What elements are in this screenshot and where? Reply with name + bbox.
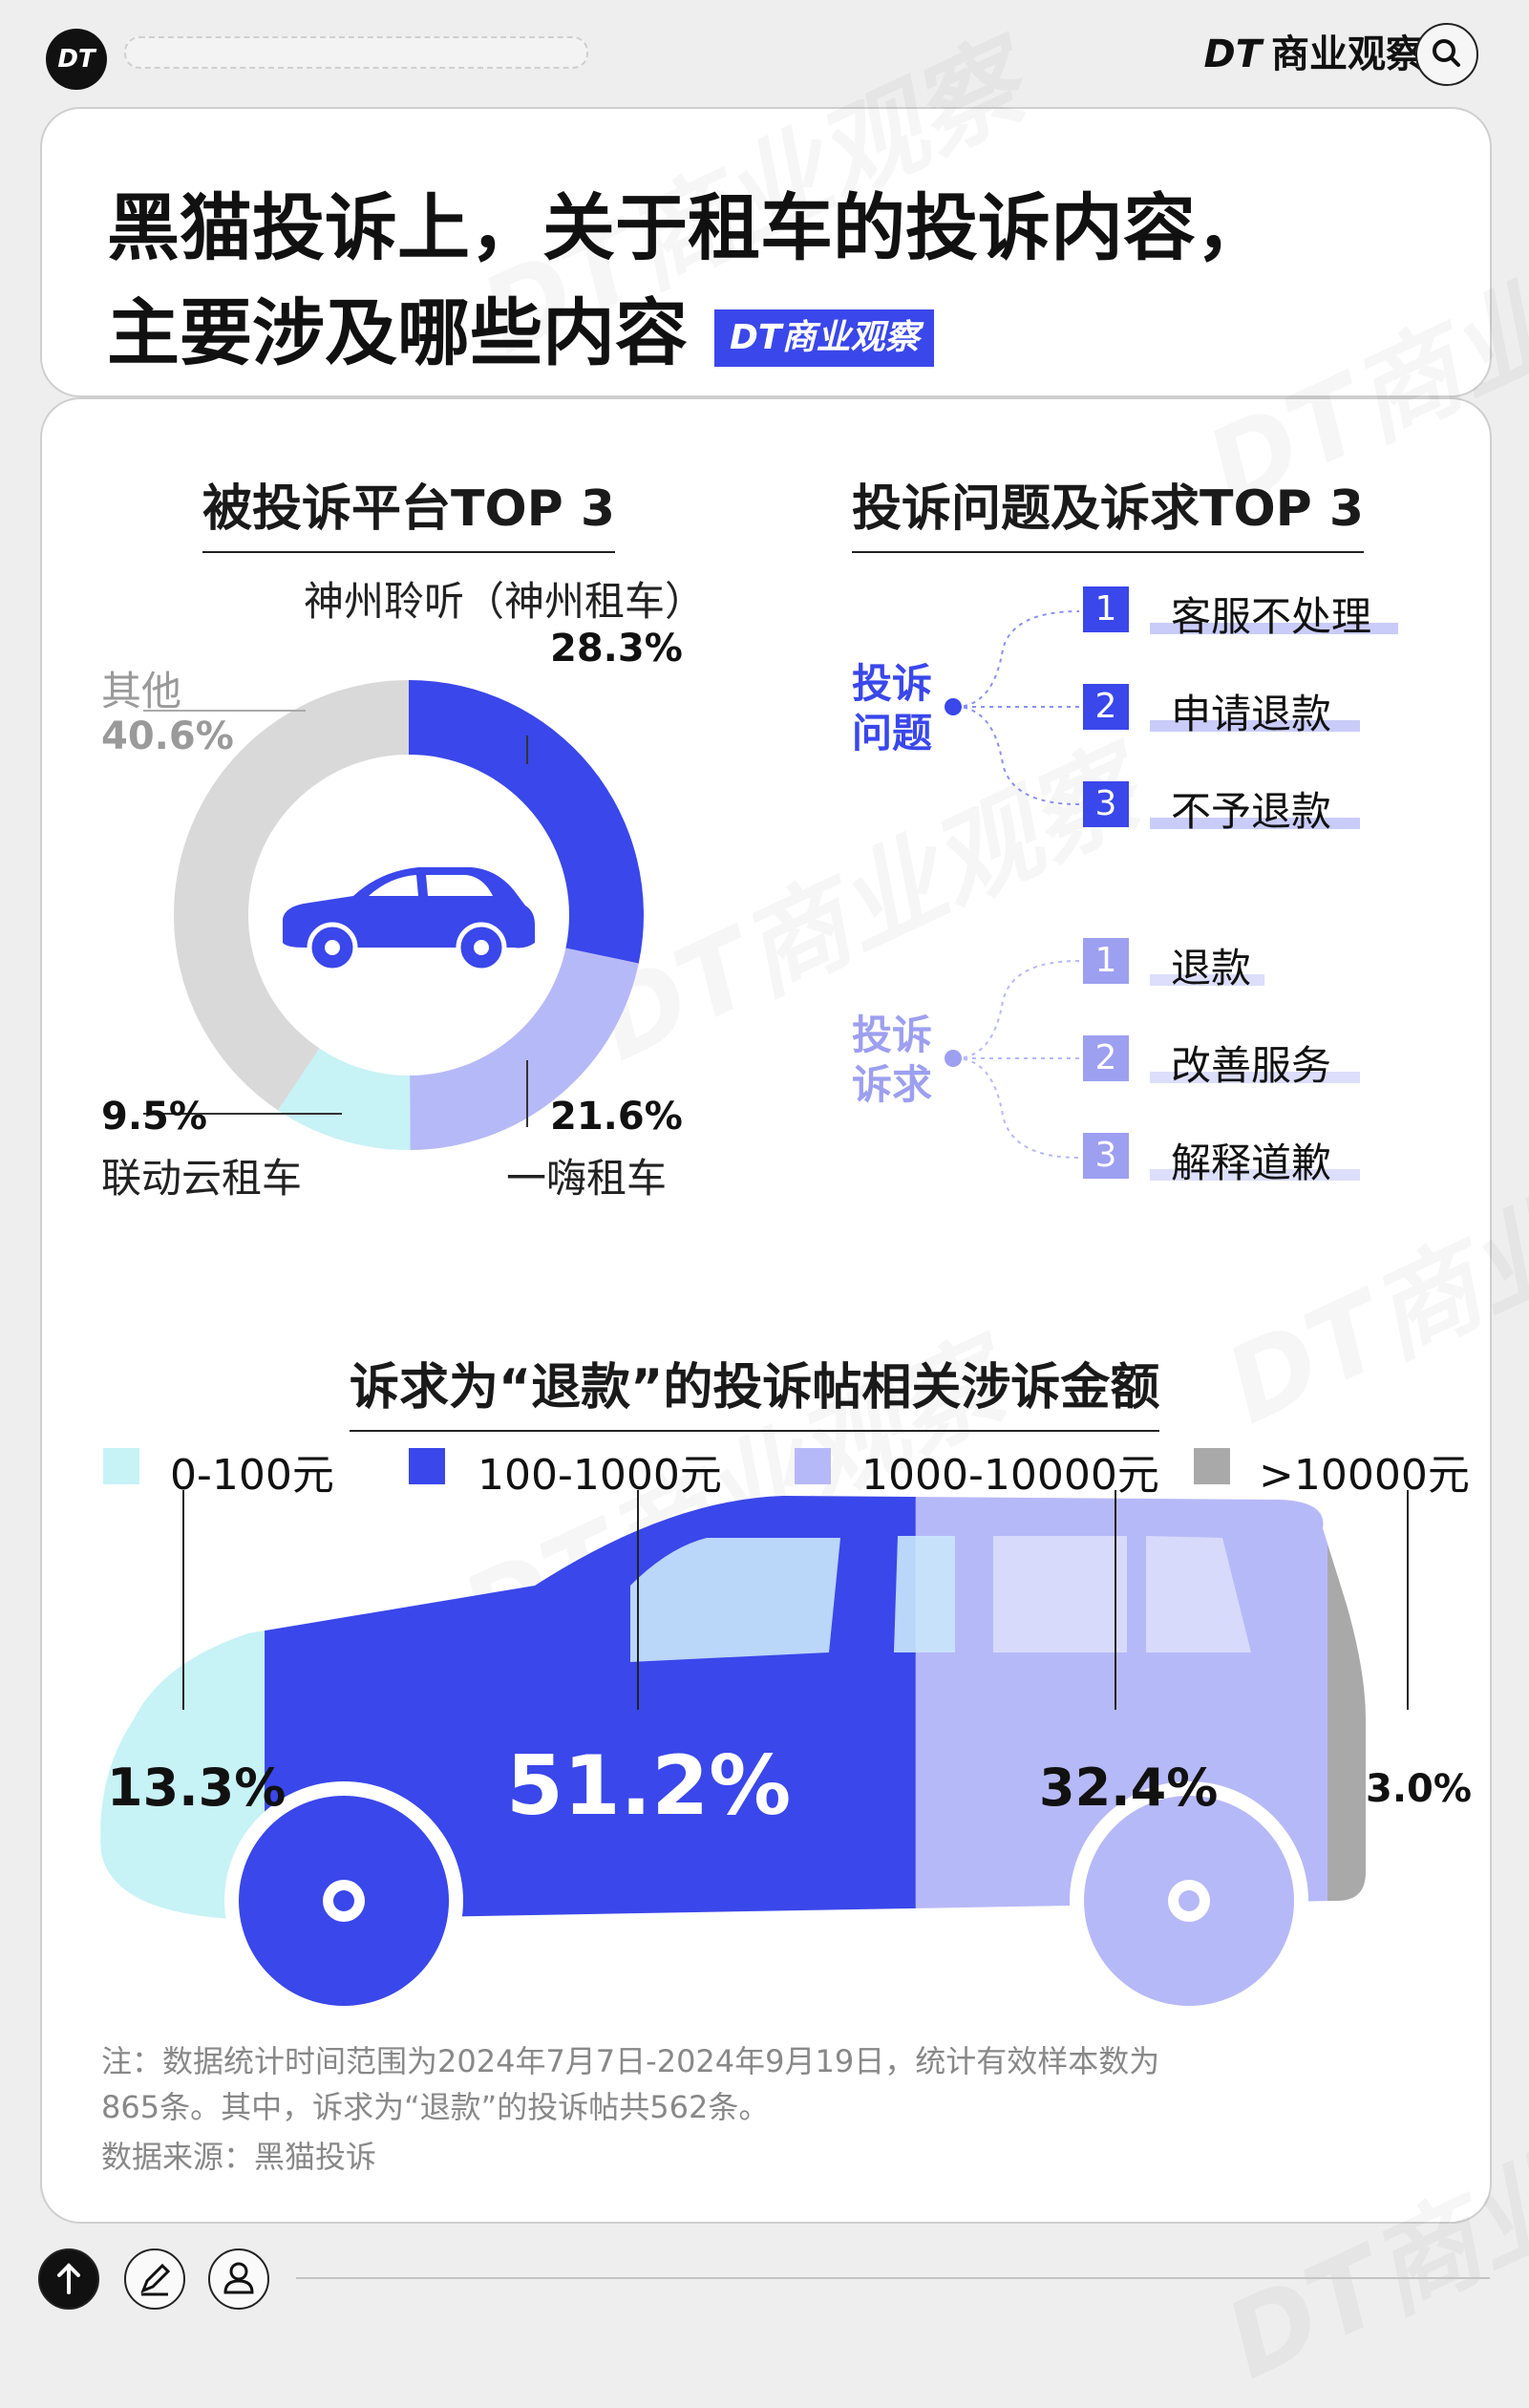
legend-label-over-10000: >10000元 xyxy=(1259,1451,1470,1500)
demand-num-2: 2 xyxy=(1083,1035,1129,1081)
issue-bar-1 xyxy=(1150,623,1398,634)
demand-bar-3 xyxy=(1150,1169,1360,1181)
issues-category-line-2: 问题 xyxy=(852,710,933,756)
logo-badge[interactable]: DT xyxy=(46,29,107,90)
card-notch-right xyxy=(1475,382,1503,411)
demands-category-line-2: 诉求 xyxy=(852,1061,933,1108)
legend-label-100-1000: 100-1000元 xyxy=(478,1451,722,1500)
slice-value-liandongyun: 9.5% xyxy=(101,1095,207,1139)
legend-swatch-100-1000 xyxy=(409,1448,445,1484)
title-line-1: 黑猫投诉上，关于租车的投诉内容， xyxy=(107,185,1268,270)
edit-button[interactable] xyxy=(124,2248,185,2310)
demand-label-2: 改善服务 xyxy=(1171,1042,1332,1089)
amount-value-1000-10000: 32.4% xyxy=(1039,1758,1219,1818)
amount-car-chart xyxy=(100,1490,1409,2020)
footnote-line-1: 注：数据统计时间范围为2024年7月7日-2024年9月19日，统计有效样本数为 xyxy=(101,2043,1160,2079)
amount-value-100-1000: 51.2% xyxy=(506,1738,792,1834)
rear-wheel-icon xyxy=(1070,1781,1308,2020)
complaints-connectors xyxy=(945,610,1079,1159)
slice-label-liandongyun: 联动云租车 xyxy=(101,1155,303,1202)
arrow-up-icon xyxy=(57,2263,80,2294)
issue-bar-2 xyxy=(1150,720,1360,732)
issue-num-1: 1 xyxy=(1083,586,1129,632)
brand-logo: DT 商业观察 xyxy=(1204,29,1425,80)
demand-bar-1 xyxy=(1150,974,1264,986)
issue-num-3: 3 xyxy=(1083,781,1129,827)
issue-label-2: 申请退款 xyxy=(1171,691,1332,737)
amount-band-3 xyxy=(1327,1496,1366,1920)
amount-value-0-100: 13.3% xyxy=(107,1758,287,1818)
slice-value-yihai: 21.6% xyxy=(550,1095,683,1139)
demand-bar-2 xyxy=(1150,1072,1360,1083)
issue-label-1: 客服不处理 xyxy=(1171,593,1372,640)
footnote-line-2: 865条。其中，诉求为“退款”的投诉帖共562条。 xyxy=(101,2089,770,2125)
bottom-divider xyxy=(296,2277,1490,2279)
car-icon xyxy=(283,867,535,973)
issues-category-line-1: 投诉 xyxy=(852,660,933,707)
complaints-title: 投诉问题及诉求TOP 3 xyxy=(852,468,1365,553)
slice-label-yihai: 一嗨租车 xyxy=(506,1155,668,1202)
legend-swatch-1000-10000 xyxy=(795,1448,831,1484)
slice-value-other: 40.6% xyxy=(101,714,234,758)
card-notch-left xyxy=(27,382,55,411)
brand-name: 商业观察 xyxy=(1271,32,1424,76)
issues-category: 投诉 问题 xyxy=(852,659,932,758)
scroll-up-button[interactable] xyxy=(38,2248,99,2310)
demand-label-3: 解释道歉 xyxy=(1171,1140,1332,1186)
search-button[interactable] xyxy=(1415,23,1478,86)
search-icon xyxy=(1433,39,1460,67)
legend-swatch-0-100 xyxy=(103,1448,139,1484)
issue-bar-3 xyxy=(1150,818,1360,829)
brand-dt: DT xyxy=(1203,32,1263,76)
profile-button[interactable] xyxy=(208,2248,269,2310)
demand-num-1: 1 xyxy=(1083,938,1129,984)
platform-chart-title: 被投诉平台TOP 3 xyxy=(202,468,616,553)
title-line-2: 主要涉及哪些内容 xyxy=(107,290,688,375)
issue-label-3: 不予退款 xyxy=(1171,788,1332,835)
legend-label-0-100: 0-100元 xyxy=(170,1451,334,1500)
data-source: 数据来源：黑猫投诉 xyxy=(101,2139,377,2175)
slice-value-shenzhou: 28.3% xyxy=(550,627,683,671)
legend-swatch-over-10000 xyxy=(1194,1448,1230,1484)
slice-label-other: 其他 xyxy=(101,668,182,714)
top-search-field[interactable] xyxy=(124,36,588,69)
demand-num-3: 3 xyxy=(1083,1133,1129,1179)
platform-donut-chart xyxy=(143,680,644,1150)
demand-label-1: 退款 xyxy=(1171,945,1252,991)
user-icon xyxy=(223,2262,254,2294)
legend-label-1000-10000: 1000-10000元 xyxy=(861,1451,1159,1500)
title-brand-badge: DT商业观察 xyxy=(714,309,935,367)
slice-label-shenzhou: 神州聆听（神州租车） xyxy=(304,578,706,625)
footnote: 注：数据统计时间范围为2024年7月7日-2024年9月19日，统计有效样本数为… xyxy=(101,2038,1159,2180)
issue-num-2: 2 xyxy=(1083,684,1129,730)
amount-value-over-10000: 3.0% xyxy=(1366,1767,1472,1811)
pencil-icon xyxy=(140,2263,171,2296)
amount-chart-title: 诉求为“退款”的投诉帖相关涉诉金额 xyxy=(350,1347,1160,1432)
page-title: 黑猫投诉上，关于租车的投诉内容， 主要涉及哪些内容 DT商业观察 xyxy=(107,176,1268,386)
demands-category-line-1: 投诉 xyxy=(852,1012,933,1058)
front-wheel-icon xyxy=(224,1781,463,2020)
demands-category: 投诉 诉求 xyxy=(852,1011,932,1110)
